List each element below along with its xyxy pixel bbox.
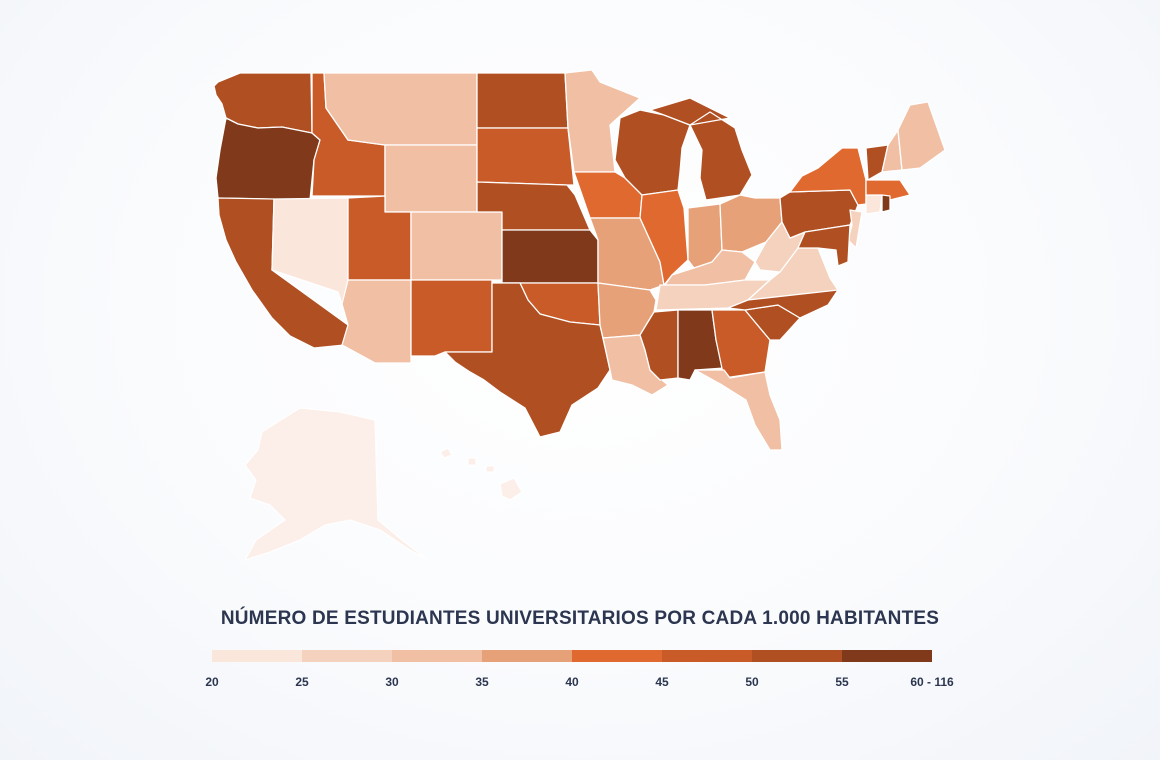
legend-tick-label: 50 xyxy=(745,675,759,689)
legend-tick-label: 35 xyxy=(475,675,489,689)
legend-swatch-5 xyxy=(662,650,752,662)
legend-swatch-6 xyxy=(752,650,842,662)
state-co xyxy=(410,211,503,281)
state-nd xyxy=(476,72,569,129)
state-az xyxy=(341,279,412,364)
state-mt xyxy=(323,72,478,146)
legend-tick-label: 30 xyxy=(385,675,399,689)
state-ks xyxy=(501,229,599,284)
legend-swatch-2 xyxy=(392,650,482,662)
legend-tick-label: 20 xyxy=(205,675,219,689)
state-mi xyxy=(649,97,753,201)
legend-tick-label: 55 xyxy=(835,675,849,689)
legend-tick-label: 40 xyxy=(565,675,579,689)
state-ak xyxy=(244,407,429,561)
state-wi xyxy=(614,109,691,196)
legend-tick-label: 25 xyxy=(295,675,309,689)
state-ri xyxy=(881,194,891,213)
state-nm xyxy=(410,279,493,357)
legend-color-scale xyxy=(212,650,932,662)
state-nj xyxy=(847,209,863,249)
state-hi xyxy=(439,447,523,501)
legend-swatch-4 xyxy=(572,650,662,662)
legend-tick-label: 45 xyxy=(655,675,669,689)
state-md xyxy=(797,224,851,267)
us-choropleth-map xyxy=(213,69,946,561)
state-fl xyxy=(694,369,783,451)
state-tx xyxy=(444,282,611,438)
state-sd xyxy=(476,127,575,186)
state-ct xyxy=(865,194,883,215)
legend-title: NÚMERO DE ESTUDIANTES UNIVERSITARIOS POR… xyxy=(220,608,940,629)
legend-tick-label: 60 - 116 xyxy=(910,675,954,689)
state-mn xyxy=(564,69,641,173)
state-me xyxy=(897,101,946,171)
state-ms xyxy=(639,309,679,381)
state-ny xyxy=(789,147,867,206)
legend-tick-labels: 20 25 30 35 40 45 50 55 60 - 116 xyxy=(0,675,1160,695)
legend-swatch-3 xyxy=(482,650,572,662)
legend-swatch-0 xyxy=(212,650,302,662)
legend-swatch-7 xyxy=(842,650,932,662)
state-wy xyxy=(384,144,478,213)
legend-swatch-1 xyxy=(302,650,392,662)
